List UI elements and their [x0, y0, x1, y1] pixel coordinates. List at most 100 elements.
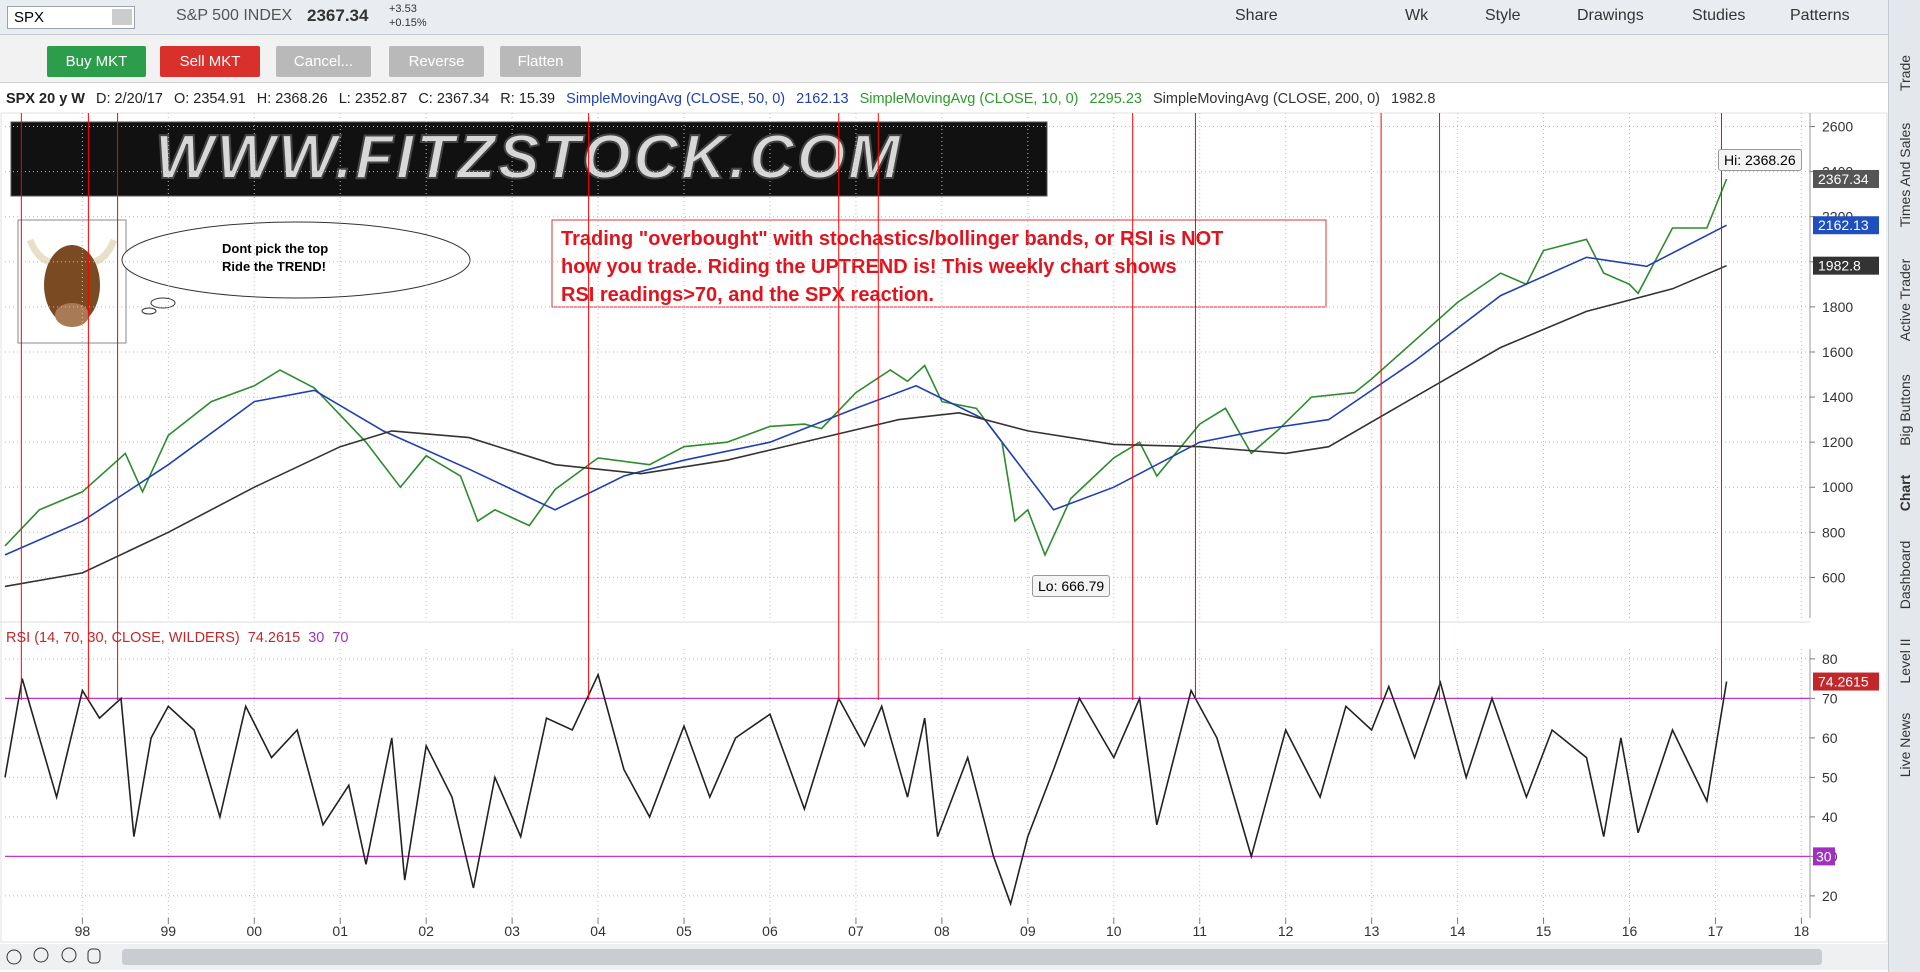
x-tick-label: 18 — [1794, 923, 1810, 939]
change-pct: +0.15% — [389, 17, 427, 29]
rsi-badge — [1813, 672, 1879, 691]
y-tick-label: 1000 — [1822, 479, 1853, 495]
tab[interactable]: Level II — [1897, 638, 1913, 684]
change: +3.53 — [389, 3, 417, 15]
bull-image — [17, 219, 127, 344]
thought-bubble: Dont pick the top Ride the TREND! — [121, 221, 471, 315]
bubble — [121, 221, 471, 299]
y-tick-label: 2600 — [1822, 119, 1853, 135]
chart-frame — [0, 112, 1888, 943]
lo-label: Lo: 666.79 — [1032, 575, 1111, 597]
header-low: L: 2352.87 — [338, 91, 408, 107]
y-tick-label: 1200 — [1822, 434, 1853, 450]
rsi-overbought: 70 — [332, 630, 349, 646]
tab[interactable]: Dashboard — [1897, 540, 1913, 610]
symbol-input[interactable]: SPX — [7, 6, 135, 29]
x-tick-label: 08 — [934, 923, 950, 939]
drawings-button[interactable]: Drawings — [1577, 7, 1644, 24]
x-tick-label: 13 — [1364, 923, 1380, 939]
note-text: Trading "overbought" with stochastics/bo… — [561, 228, 1223, 250]
study-name: SimpleMovingAvg (CLOSE, 10, 0) — [859, 91, 1079, 107]
note-text: how you trade. Riding the UPTREND is! Th… — [561, 256, 1177, 278]
side-tabs: Trade Times And Sales Active Trader Big … — [1888, 0, 1920, 972]
x-tick-label: 09 — [1020, 923, 1036, 939]
level-badge — [1813, 847, 1835, 866]
aggregation-button[interactable]: Wk — [1405, 7, 1429, 24]
header-high: H: 2368.26 — [256, 91, 328, 107]
price-badge — [1813, 169, 1879, 188]
tab[interactable]: Chart — [1897, 474, 1913, 512]
study-value: 2295.23 — [1089, 91, 1142, 107]
y-tick-label: 50 — [1822, 769, 1838, 785]
x-tick-label: 98 — [75, 923, 91, 939]
rsi-header: RSI (14, 70, 30, CLOSE, WILDERS) 74.2615… — [6, 630, 349, 646]
tab[interactable]: Live News — [1897, 712, 1913, 778]
tab[interactable]: Times And Sales — [1897, 122, 1913, 228]
bubble-text: Ride the TREND! — [222, 259, 326, 274]
note-box — [551, 219, 1327, 308]
reverse-button[interactable]: Reverse — [389, 46, 484, 77]
x-tick-label: 16 — [1622, 923, 1638, 939]
cancel-button[interactable]: Cancel... — [276, 46, 371, 77]
x-tick-label: 17 — [1708, 923, 1724, 939]
zoom-out-icon[interactable] — [61, 947, 77, 963]
style-button[interactable]: Style — [1485, 7, 1521, 24]
header-symbol: SPX 20 y W — [6, 91, 85, 107]
top-toolbar: SPX S&P 500 INDEX 2367.34 +3.53 +0.15% S… — [0, 0, 1888, 35]
note: Trading "overbought" with stochastics/bo… — [551, 219, 1327, 308]
header-open: O: 2354.91 — [173, 91, 246, 107]
y-tick-label: 40 — [1822, 809, 1838, 825]
study-value: 2162.13 — [796, 91, 849, 107]
sell-button[interactable]: Sell MKT — [160, 46, 260, 77]
y-tick-label: 80 — [1822, 651, 1838, 667]
rsi-badge-text: 74.2615 — [1818, 674, 1869, 690]
sma-badge — [1813, 216, 1879, 235]
x-tick-label: 03 — [504, 923, 520, 939]
x-tick-label: 04 — [590, 923, 606, 939]
bubble-dot — [141, 307, 157, 315]
x-tick-label: 11 — [1192, 923, 1207, 939]
scrollbar — [0, 944, 1888, 970]
patterns-button[interactable]: Patterns — [1790, 7, 1850, 24]
x-tick-label: 00 — [246, 923, 262, 939]
series-line — [4, 178, 1728, 557]
hi-label: Hi: 2368.26 — [1718, 149, 1802, 171]
x-tick-label: 05 — [676, 923, 692, 939]
order-bar: Buy MKT Sell MKT Cancel... Reverse Flatt… — [0, 35, 1888, 83]
y-tick-label: 800 — [1822, 524, 1846, 540]
studies-button[interactable]: Studies — [1692, 7, 1746, 24]
chart-header: SPX 20 y W D: 2/20/17 O: 2354.91 H: 2368… — [6, 91, 1442, 113]
study-name: SimpleMovingAvg (CLOSE, 50, 0) — [566, 91, 786, 107]
buy-button[interactable]: Buy MKT — [47, 46, 146, 77]
sma-badge-text: 1982.8 — [1818, 258, 1861, 274]
share-button[interactable]: Share — [1235, 7, 1278, 24]
dropdown[interactable] — [112, 9, 132, 25]
header-close: C: 2367.34 — [418, 91, 490, 107]
y-tick-label: 70 — [1822, 690, 1838, 706]
scroll-thumb[interactable] — [122, 949, 1822, 965]
x-tick-label: 07 — [848, 923, 864, 939]
x-tick-label: 06 — [762, 923, 778, 939]
logo: WWW.FITZSTOCK.COM — [10, 121, 1048, 197]
series-line — [4, 224, 1727, 556]
tab[interactable]: Big Buttons — [1897, 374, 1913, 446]
level-badge-text: 30 — [1816, 848, 1832, 864]
zoom-in-icon[interactable] — [33, 947, 49, 963]
y-tick-label: 1600 — [1822, 344, 1853, 360]
tab[interactable]: Trade — [1897, 54, 1913, 92]
sma-badge-text: 2162.13 — [1818, 217, 1869, 233]
muzzle — [55, 303, 89, 327]
x-tick-label: 99 — [161, 923, 177, 939]
x-tick-label: 15 — [1536, 923, 1552, 939]
x-tick-label: 14 — [1450, 923, 1466, 939]
last-price: 2367.34 — [307, 6, 369, 25]
crosshair-icon[interactable] — [6, 949, 22, 965]
pan-icon[interactable] — [87, 948, 101, 964]
logo-text: WWW.FITZSTOCK.COM — [155, 123, 903, 192]
flatten-button[interactable]: Flatten — [500, 46, 581, 77]
x-tick-label: 01 — [332, 923, 348, 939]
tab[interactable]: Active Trader — [1897, 258, 1913, 342]
x-tick-label: 12 — [1278, 923, 1294, 939]
